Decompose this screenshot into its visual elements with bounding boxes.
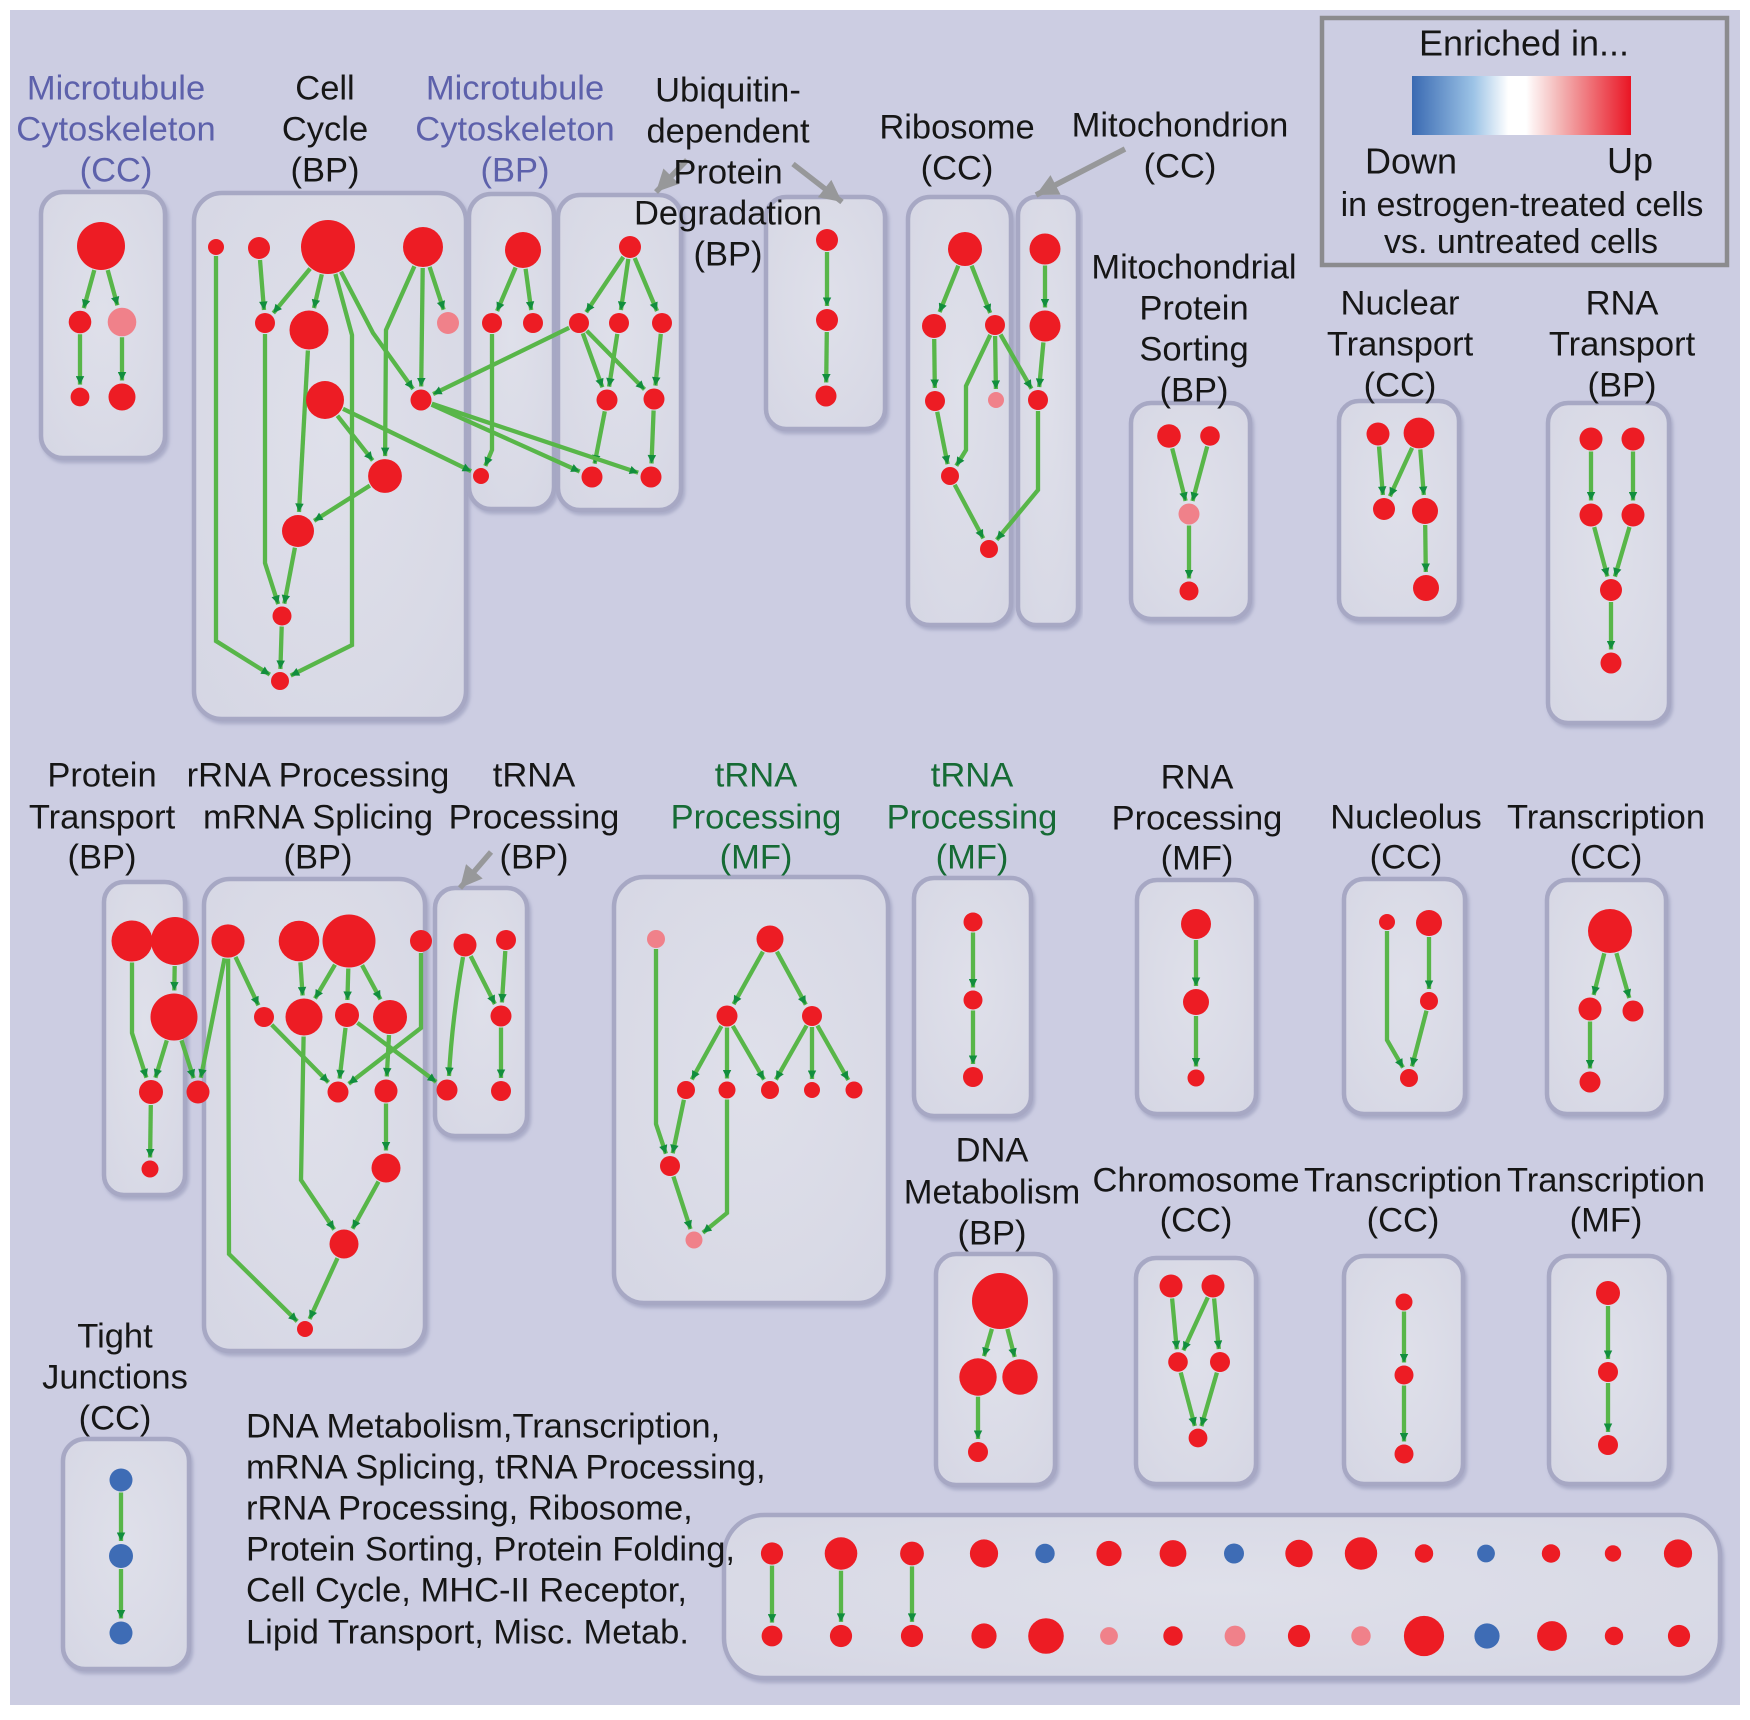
svg-text:(CC): (CC) [1160, 1202, 1233, 1240]
svg-text:DNA: DNA [956, 1132, 1029, 1170]
svg-text:tRNA: tRNA [493, 757, 575, 795]
svg-text:Mitochondrial: Mitochondrial [1091, 249, 1296, 287]
svg-text:Down: Down [1365, 141, 1457, 182]
svg-text:(BP): (BP) [481, 152, 550, 190]
svg-text:Cycle: Cycle [282, 111, 368, 149]
svg-text:Enriched in...: Enriched in... [1419, 23, 1629, 64]
svg-text:Sorting: Sorting [1139, 331, 1248, 369]
svg-text:Microtubule: Microtubule [426, 70, 604, 108]
svg-text:Protein: Protein [47, 757, 156, 795]
svg-text:RNA: RNA [1586, 285, 1659, 323]
svg-text:(BP): (BP) [291, 152, 360, 190]
svg-text:Mitochondrion: Mitochondrion [1072, 107, 1289, 145]
svg-text:(CC): (CC) [1144, 148, 1217, 186]
svg-text:(CC): (CC) [921, 150, 994, 188]
svg-text:Junctions: Junctions [42, 1359, 188, 1397]
svg-text:mRNA Splicing: mRNA Splicing [203, 799, 433, 837]
svg-text:(BP): (BP) [284, 839, 353, 877]
svg-text:Processing: Processing [671, 799, 842, 837]
svg-text:(BP): (BP) [1160, 372, 1229, 410]
svg-text:(CC): (CC) [1367, 1202, 1440, 1240]
svg-text:(CC): (CC) [1364, 367, 1437, 405]
svg-text:rRNA Processing, Ribosome,: rRNA Processing, Ribosome, [246, 1490, 693, 1528]
svg-text:Transcription: Transcription [1507, 799, 1705, 837]
svg-text:(CC): (CC) [80, 152, 153, 190]
svg-text:Degradation: Degradation [634, 195, 822, 233]
svg-text:tRNA: tRNA [931, 757, 1013, 795]
svg-text:(BP): (BP) [1588, 367, 1657, 405]
svg-text:Lipid Transport, Misc. Metab.: Lipid Transport, Misc. Metab. [246, 1614, 689, 1652]
svg-text:Nuclear: Nuclear [1341, 285, 1460, 323]
svg-text:Transport: Transport [1549, 326, 1696, 364]
svg-text:Ubiquitin-: Ubiquitin- [655, 72, 801, 110]
svg-text:dependent: dependent [646, 113, 809, 151]
svg-text:(CC): (CC) [1370, 839, 1443, 877]
svg-text:Transcription: Transcription [1304, 1162, 1502, 1200]
svg-text:Up: Up [1607, 140, 1653, 181]
svg-text:Cell Cycle, MHC-II Receptor,: Cell Cycle, MHC-II Receptor, [246, 1572, 687, 1610]
svg-text:in estrogen-treated cells: in estrogen-treated cells [1341, 186, 1704, 224]
svg-text:Cytoskeleton: Cytoskeleton [415, 111, 614, 149]
svg-text:Transcription: Transcription [1507, 1162, 1705, 1200]
svg-text:Processing: Processing [449, 799, 620, 837]
svg-text:Protein: Protein [1139, 290, 1248, 328]
svg-text:(BP): (BP) [68, 839, 137, 877]
svg-text:Transport: Transport [29, 799, 176, 837]
svg-text:RNA: RNA [1161, 759, 1234, 797]
svg-text:Protein Sorting, Protein Foldi: Protein Sorting, Protein Folding, [246, 1531, 735, 1569]
svg-text:(BP): (BP) [694, 236, 763, 274]
svg-text:mRNA Splicing, tRNA Processing: mRNA Splicing, tRNA Processing, [246, 1449, 766, 1487]
svg-text:(MF): (MF) [936, 839, 1009, 877]
svg-text:Transport: Transport [1327, 326, 1474, 364]
svg-text:tRNA: tRNA [715, 757, 797, 795]
svg-text:(MF): (MF) [720, 839, 793, 877]
svg-text:Cytoskeleton: Cytoskeleton [16, 111, 215, 149]
svg-text:Protein: Protein [673, 154, 782, 192]
svg-text:Metabolism: Metabolism [904, 1174, 1080, 1212]
svg-text:(CC): (CC) [1570, 839, 1643, 877]
svg-text:Processing: Processing [887, 799, 1058, 837]
svg-text:(MF): (MF) [1161, 840, 1234, 878]
svg-text:Tight: Tight [77, 1318, 153, 1356]
svg-text:Cell: Cell [295, 70, 354, 108]
svg-text:(BP): (BP) [500, 839, 569, 877]
svg-text:DNA Metabolism,Transcription,: DNA Metabolism,Transcription, [246, 1408, 720, 1446]
svg-text:Ribosome: Ribosome [879, 109, 1034, 147]
svg-text:(CC): (CC) [79, 1400, 152, 1438]
svg-text:rRNA Processing: rRNA Processing [187, 757, 450, 795]
svg-text:(BP): (BP) [958, 1215, 1027, 1253]
svg-text:Processing: Processing [1112, 800, 1283, 838]
svg-text:vs. untreated cells: vs. untreated cells [1384, 223, 1658, 261]
svg-text:Chromosome: Chromosome [1092, 1162, 1299, 1200]
svg-text:Nucleolus: Nucleolus [1330, 799, 1482, 837]
svg-text:Microtubule: Microtubule [27, 70, 205, 108]
svg-text:(MF): (MF) [1570, 1202, 1643, 1240]
